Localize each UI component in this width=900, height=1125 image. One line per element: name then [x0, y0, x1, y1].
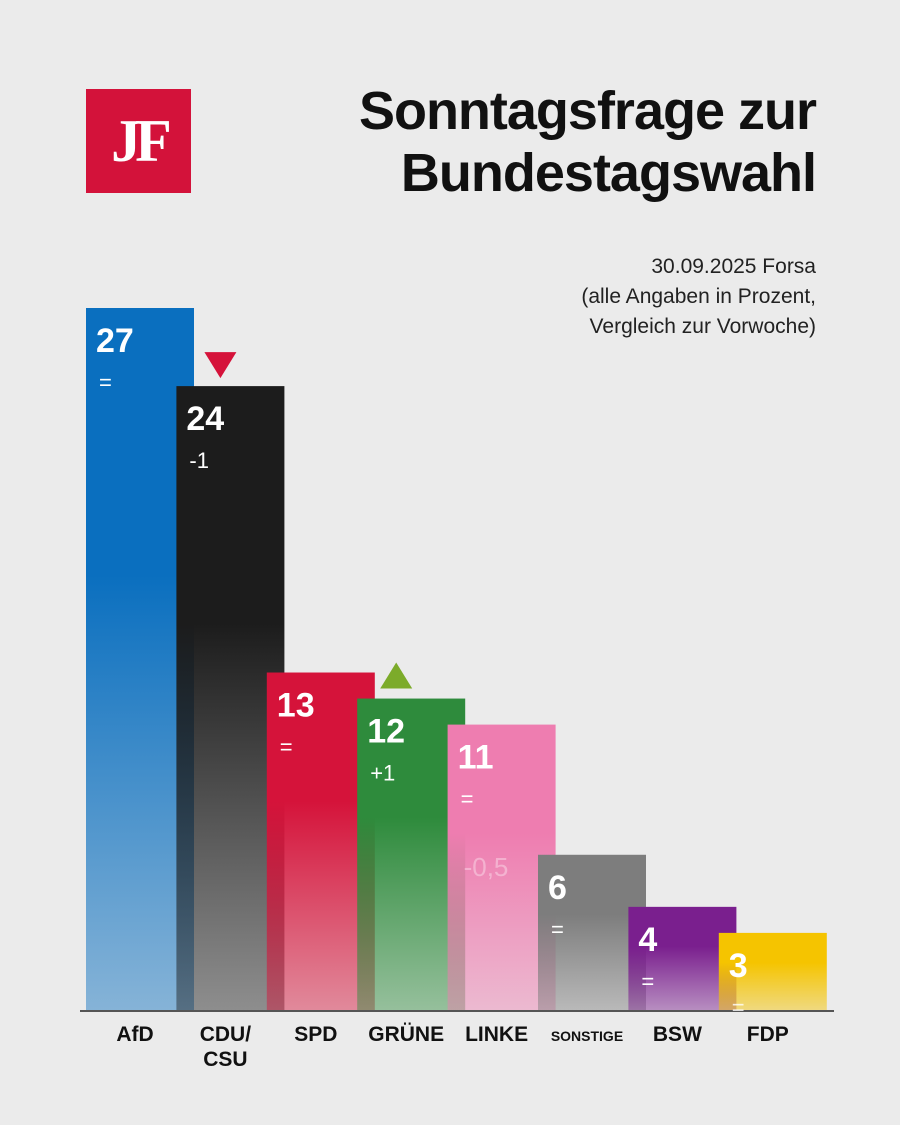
bar-gruene — [357, 698, 466, 1011]
value-label-spd: 13 — [277, 687, 315, 725]
chart-title-line-1: Sonntagsfrage zur — [358, 81, 817, 141]
value-label-sonstige: 6 — [548, 869, 567, 907]
trend-up-icon — [380, 662, 413, 689]
value-label-afd: 27 — [96, 322, 134, 360]
bar-fdp — [718, 932, 827, 1011]
value-label-bsw: 4 — [638, 921, 657, 959]
category-label-sonstige: SONSTIGE — [551, 1028, 623, 1044]
chart-subtitle: 30.09.2025 Forsa (alle Angaben in Prozen… — [436, 252, 816, 342]
value-label-gruene: 12 — [367, 713, 405, 751]
category-label-cdu-csu-2: CSU — [203, 1048, 247, 1071]
bar-bsw — [628, 906, 737, 1011]
trend-down-icon — [204, 352, 237, 379]
chart-title: Sonntagsfrage zur Bundestagswahl — [256, 80, 817, 204]
bar-cdu-csu — [176, 386, 285, 1012]
value-label-cdu-csu: 24 — [186, 400, 224, 438]
category-label-fdp: FDP — [747, 1023, 789, 1046]
category-label-gruene: GRÜNE — [368, 1023, 444, 1046]
bar-spd — [266, 672, 375, 1011]
change-label-bsw: = — [641, 969, 654, 994]
change-label-afd: = — [99, 370, 112, 395]
change-label-spd: = — [280, 735, 293, 760]
category-label-spd: SPD — [294, 1023, 337, 1046]
jf-logo: JF — [86, 89, 191, 193]
category-label-bsw: BSW — [653, 1023, 702, 1046]
annotation-linke: -0,5 — [464, 852, 509, 882]
category-label-afd: AfD — [116, 1023, 153, 1046]
value-label-linke: 11 — [458, 739, 494, 777]
subtitle-note-1: (alle Angaben in Prozent, — [581, 285, 816, 308]
chart-title-line-2: Bundestagswahl — [400, 143, 817, 203]
change-label-sonstige: = — [551, 917, 564, 942]
bar-sonstige — [538, 854, 646, 1011]
bar-afd — [86, 308, 194, 1011]
change-label-cdu-csu: -1 — [189, 448, 209, 473]
change-label-linke: = — [461, 787, 474, 812]
value-label-fdp: 3 — [729, 947, 748, 985]
bar-linke — [447, 724, 556, 1011]
change-label-gruene: +1 — [370, 761, 395, 786]
category-label-cdu-csu-1: CDU/ — [200, 1023, 251, 1046]
subtitle-source: 30.09.2025 Forsa — [651, 255, 816, 278]
change-label-fdp: = — [732, 995, 745, 1020]
category-label-linke: LINKE — [465, 1023, 528, 1046]
subtitle-note-2: Vergleich zur Vorwoche) — [589, 315, 816, 338]
